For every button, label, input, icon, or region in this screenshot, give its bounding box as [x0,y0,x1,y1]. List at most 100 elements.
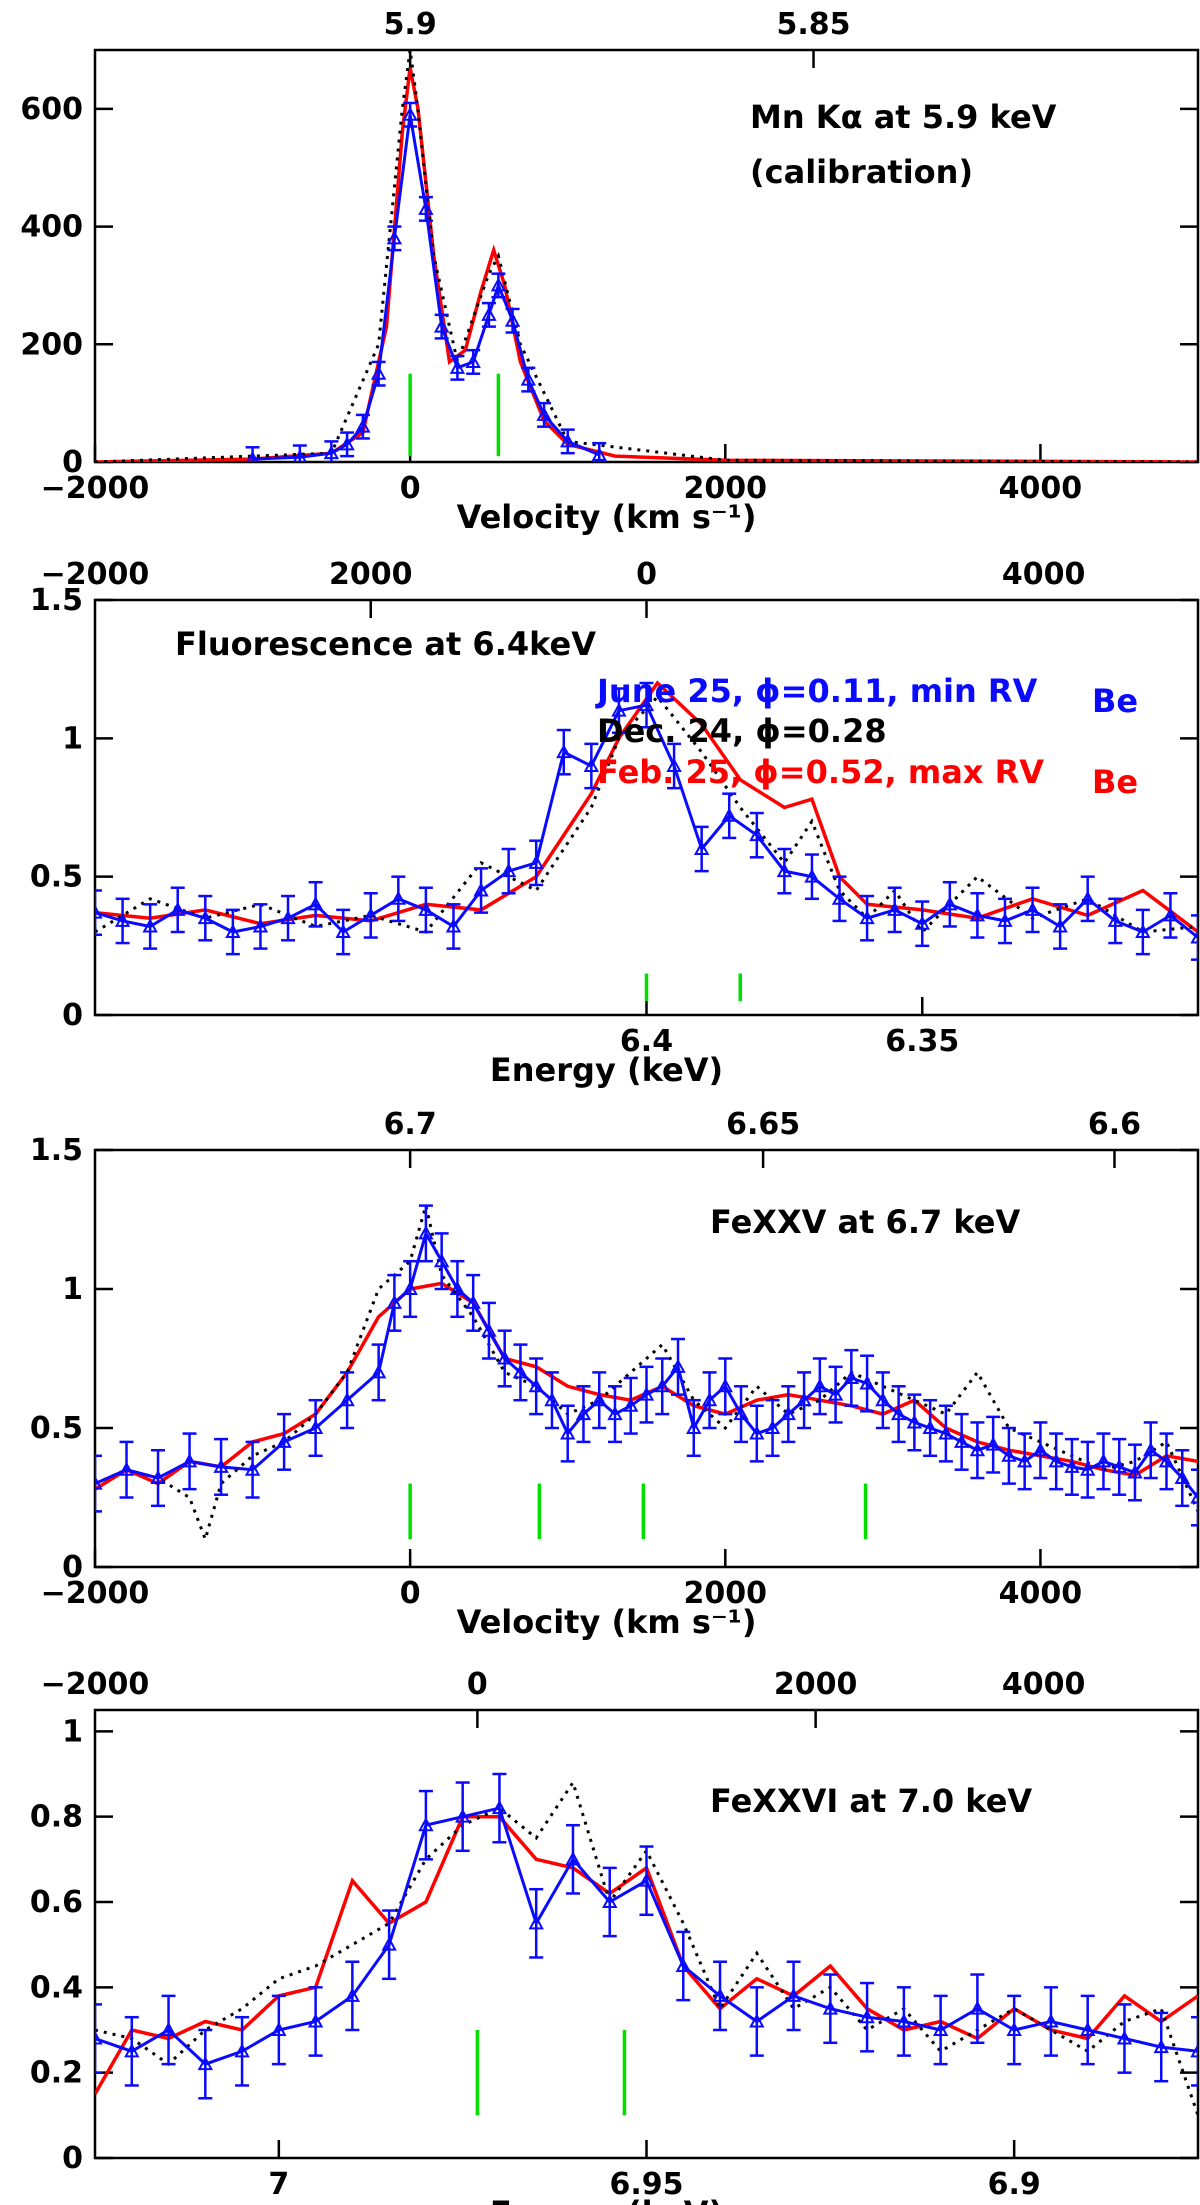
data-point [402,1280,418,1295]
data-point [386,1294,403,1309]
annotation: June 25, ϕ=0.11, min RV [595,672,1038,710]
data-point [666,757,682,772]
data-point [969,907,986,922]
data-point [307,1419,324,1434]
data-point [160,2021,177,2036]
data-point [1190,1489,1198,1504]
y-tick-label: 0.5 [30,860,83,895]
data-point [418,901,434,916]
data-point [859,2009,875,2024]
data-point [1001,1447,1017,1462]
data-point [1143,1442,1159,1457]
x-tick-label: 0 [400,1576,421,1611]
data-point [896,2013,912,2028]
data-point [733,1406,749,1421]
data-point [776,863,793,878]
series-line-black [95,50,1198,462]
data-point [433,318,450,333]
data-point [536,406,552,421]
data-point [1153,2038,1169,2054]
data-point [1080,890,1096,905]
data-point [953,1433,970,1448]
data-point [1127,1464,1143,1479]
top-tick-label: 2000 [329,557,413,592]
data-point [565,1851,581,1866]
data-point [95,904,103,919]
data-point [764,1419,781,1434]
data-point [749,827,765,842]
y-tick-label: 0.4 [30,1970,83,2005]
annotation: Mn Kα at 5.9 keV [750,98,1057,136]
series-line-black [95,1779,1198,2116]
top-tick-label: −2000 [41,557,150,592]
data-point [607,1406,623,1421]
data-point [213,1458,229,1473]
plot-data [95,1772,1198,2116]
data-point [449,1280,466,1295]
data-point [1162,907,1179,922]
data-point [150,1469,166,1485]
data-point [370,1364,387,1379]
data-point [1116,2030,1133,2045]
data-point [355,418,371,433]
data-point [1006,2021,1022,2036]
data-point [785,1987,802,2002]
y-tick-label: 400 [20,210,83,245]
data-point [418,1225,434,1240]
plot-frame [93,1708,1200,2160]
data-point [583,757,600,772]
y-tick-label: 0 [62,2141,83,2176]
y-tick-label: 1.5 [30,583,83,618]
data-point [985,1436,1001,1451]
data-point [246,450,259,462]
top-tick-label: 0 [636,557,657,592]
data-point [859,1375,875,1390]
data-point [560,433,576,448]
data-point [197,2056,213,2071]
y-tick-label: 0 [62,445,83,480]
data-point [827,1386,844,1401]
top-tick-label: 5.9 [384,7,437,42]
data-point [418,1817,434,1832]
x-axis-title: Energy (keV) [490,1051,723,1089]
data-point [675,1957,691,1972]
data-point [481,1322,497,1337]
data-point [890,1406,907,1421]
data-point [390,890,407,905]
annotation: Fluorescence at 6.4keV [175,625,596,663]
data-point [1052,918,1068,933]
data-point [575,1406,592,1421]
annotation: Feb. 25, ϕ=0.52, max RV [597,753,1044,791]
annotation-subscript: Be [1092,763,1138,801]
x-axis-title: Velocity (km s⁻¹) [457,1603,757,1641]
data-point [556,744,572,759]
data-point [749,1425,765,1440]
y-tick-label: 600 [20,92,83,127]
data-point [914,915,930,930]
data-point [938,1425,954,1440]
data-point [449,359,466,374]
top-tick-label: 6.6 [1088,1107,1141,1142]
data-point [886,901,903,916]
data-point [812,1378,828,1393]
data-point [418,200,434,215]
data-point [611,702,627,717]
data-point [512,1364,529,1379]
x-axis-title: Energy (keV) [490,2194,723,2205]
annotation: FeXXVI at 7.0 keV [710,1782,1032,1820]
data-point [339,1392,355,1407]
data-point [717,1378,733,1393]
data-point [942,896,958,911]
data-point [591,446,607,461]
data-point [693,840,710,855]
x-tick-label: −2000 [41,1576,150,1611]
data-point [638,1386,655,1401]
data-point [490,277,507,292]
data-point [114,912,131,927]
data-point [118,1461,135,1476]
data-point [602,1893,618,1908]
data-point [804,868,820,883]
data-point [170,901,186,916]
data-point [875,1392,891,1407]
data-point [528,854,544,869]
